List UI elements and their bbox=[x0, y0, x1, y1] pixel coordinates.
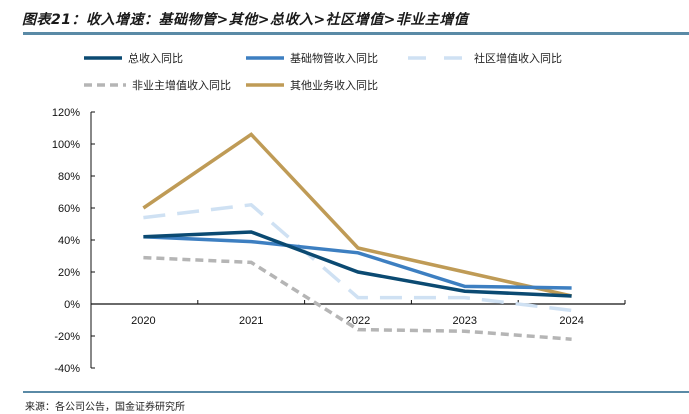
series-line-total-revenue bbox=[143, 230, 572, 298]
series-line-community-value-added bbox=[143, 202, 572, 313]
legend-label-nonowner: 非业主增值收入同比 bbox=[132, 79, 231, 92]
series-line-other-business bbox=[142, 132, 572, 298]
y-tick-label: -40% bbox=[54, 363, 80, 375]
y-tick-label: 20% bbox=[58, 267, 80, 279]
y-tick-label: 100% bbox=[52, 139, 80, 151]
legend-swatch-community bbox=[408, 56, 468, 60]
y-tick-label: 60% bbox=[58, 203, 80, 215]
y-tick-label: 120% bbox=[52, 107, 80, 119]
y-tick-label: 0% bbox=[64, 299, 80, 311]
y-axis: 120% 100% 80% 60% 40% 20% 0% -20% -40% bbox=[52, 107, 95, 375]
x-tick-label: 2024 bbox=[559, 315, 583, 327]
x-axis: 2020 2021 2022 2023 2024 bbox=[91, 300, 626, 327]
legend-swatch-basic bbox=[246, 56, 284, 60]
y-tick-label: 40% bbox=[58, 235, 80, 247]
legend-item-total: 总收入同比 bbox=[82, 50, 183, 66]
legend-swatch-total bbox=[84, 56, 122, 60]
y-tick-label: 80% bbox=[58, 171, 80, 183]
legend-item-other: 其他业务收入同比 bbox=[244, 77, 378, 93]
x-tick-label: 2021 bbox=[239, 315, 263, 327]
y-tick-label: -20% bbox=[54, 331, 80, 343]
title-divider bbox=[23, 32, 689, 35]
legend-item-basic: 基础物管收入同比 bbox=[244, 50, 378, 66]
legend-swatch-other bbox=[246, 83, 284, 87]
legend-label-total: 总收入同比 bbox=[128, 52, 183, 65]
legend-item-community: 社区增值收入同比 bbox=[406, 50, 562, 66]
legend-label-other: 其他业务收入同比 bbox=[290, 79, 378, 92]
legend: 总收入同比 基础物管收入同比 社区增值收入同比 非业主增值收入同比 其他业务收入… bbox=[0, 0, 689, 100]
chart-title: 图表21：收入增速：基础物管>其他>总收入>社区增值>非业主增值 bbox=[22, 12, 469, 28]
x-tick-label: 2023 bbox=[453, 315, 477, 327]
footer-divider bbox=[23, 391, 689, 393]
series-line-non-owner-value-added bbox=[143, 255, 572, 341]
series-lines bbox=[142, 132, 572, 341]
series-line-basic-property bbox=[143, 235, 572, 290]
source-note: 来源：各公司公告，国金证券研究所 bbox=[25, 402, 185, 413]
legend-label-community: 社区增值收入同比 bbox=[474, 52, 562, 65]
x-tick-label: 2020 bbox=[131, 315, 155, 327]
legend-swatch-nonowner bbox=[84, 83, 126, 87]
legend-label-basic: 基础物管收入同比 bbox=[290, 52, 378, 65]
legend-item-nonowner: 非业主增值收入同比 bbox=[82, 77, 231, 93]
